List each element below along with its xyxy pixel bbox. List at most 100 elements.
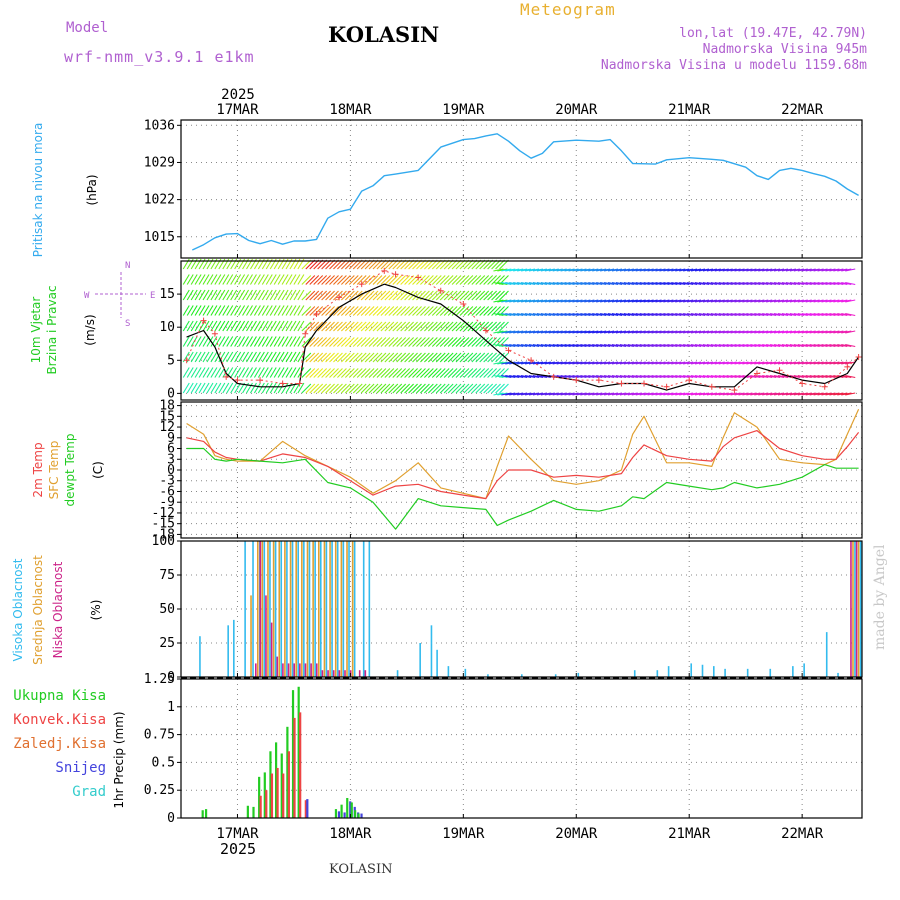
wind-arrow — [392, 337, 403, 347]
wind-arrow — [706, 330, 717, 334]
wind-arrow — [305, 321, 316, 332]
wind-arrow — [639, 374, 650, 379]
wind-arrow — [329, 368, 339, 378]
wind-arrow — [352, 275, 363, 285]
wind-arrow — [580, 281, 591, 286]
wind-arrow — [186, 320, 194, 332]
wind-arrow — [825, 361, 836, 365]
wind-arrow — [194, 320, 202, 332]
wind-arrow — [497, 312, 508, 317]
wind-arrow — [376, 306, 387, 316]
wind-arrow — [687, 281, 698, 286]
wind-arrow — [198, 305, 206, 316]
wind-arrow — [671, 343, 682, 348]
wind-arrow — [580, 361, 591, 365]
wind-arrow — [623, 392, 634, 396]
wind-arrow — [532, 268, 544, 272]
wind-arrow — [698, 281, 710, 286]
y-tick-label: 15 — [159, 287, 175, 302]
wind-arrow — [841, 330, 852, 334]
wind-arrow — [273, 320, 281, 332]
wind-arrow — [301, 306, 312, 316]
wind-arrow — [536, 281, 548, 286]
wind-arrow — [475, 306, 486, 316]
wind-arrow — [226, 336, 234, 347]
x-tick-label-top: 22MAR — [781, 102, 824, 118]
wind-arrow — [714, 361, 725, 365]
wind-arrow — [702, 392, 714, 396]
cloud-bar-low — [792, 666, 794, 677]
wind-arrow — [261, 289, 269, 301]
wind-arrow — [194, 382, 202, 394]
wind-arrow — [277, 320, 285, 332]
wind-arrow — [572, 281, 583, 286]
wind-arrow — [388, 321, 399, 332]
wind-arrow — [647, 330, 658, 334]
wind-arrow — [722, 361, 733, 365]
wind-arrow — [408, 275, 418, 285]
wind-arrow — [447, 352, 458, 363]
wind-arrow — [659, 281, 670, 286]
wind-arrow — [564, 374, 575, 379]
wind-arrow — [722, 299, 733, 303]
wind-arrow — [321, 383, 331, 394]
wind-arrow — [344, 368, 355, 378]
wind-gust-marker — [381, 267, 388, 274]
wind-arrow — [364, 337, 375, 347]
wind-arrow — [801, 299, 812, 303]
wind-arrow — [785, 299, 797, 303]
wind-arrow — [289, 336, 297, 347]
wind-arrow — [269, 320, 277, 332]
wind-arrow — [560, 361, 571, 365]
wind-arrow — [329, 352, 339, 363]
wind-gust-marker — [528, 357, 535, 364]
wind-gust-marker — [821, 383, 828, 390]
wind-arrow — [773, 268, 785, 272]
wind-arrow — [214, 305, 222, 316]
wind-arrow — [556, 268, 567, 272]
wind-arrow — [789, 392, 800, 396]
wind-arrow — [833, 268, 844, 272]
x-tick-label-top: 19MAR — [442, 102, 485, 118]
cloud-bar-low — [331, 541, 333, 677]
cloud-bar-low — [297, 541, 299, 677]
wind-arrow — [647, 343, 658, 348]
cloud-bar-mid — [329, 541, 331, 677]
wind-arrow — [384, 337, 395, 347]
wind-arrow — [536, 299, 548, 303]
wind-arrow — [793, 299, 804, 303]
wind-arrow — [471, 275, 482, 285]
wind-arrow — [198, 382, 206, 394]
wind-arrow — [479, 368, 490, 378]
wind-arrow — [817, 374, 828, 379]
wind-arrow — [206, 305, 214, 316]
wind-arrow — [384, 321, 395, 332]
wind-arrow — [635, 343, 646, 348]
wind-arrow — [647, 392, 658, 396]
wind-arrow — [517, 392, 528, 396]
wind-arrow — [552, 361, 563, 365]
wind-arrow — [615, 299, 627, 303]
wind-arrow — [509, 281, 520, 286]
wind-arrow — [742, 268, 753, 272]
wind-arrow — [675, 374, 686, 379]
precip-bar-total — [346, 797, 349, 818]
wind-arrow — [455, 383, 466, 394]
wind-arrow — [659, 299, 670, 303]
wind-arrow — [659, 330, 670, 334]
wind-arrow — [683, 374, 694, 379]
wind-arrow — [817, 299, 828, 303]
wind-arrow — [663, 312, 674, 317]
wind-arrow — [238, 305, 246, 316]
wind-arrow — [475, 290, 486, 301]
wind-arrow — [540, 343, 551, 348]
wind-arrow — [607, 312, 619, 317]
wind-arrow — [509, 374, 520, 379]
wind-arrow — [690, 299, 702, 303]
wind-arrow — [388, 368, 399, 378]
wind-arrow — [376, 368, 387, 378]
wind-arrow — [182, 367, 190, 378]
wind-arrow — [568, 299, 579, 303]
wind-arrow — [427, 275, 438, 285]
wind-arrow — [675, 268, 686, 272]
